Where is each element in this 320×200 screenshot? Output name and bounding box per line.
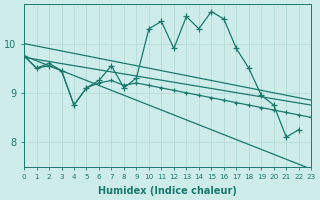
X-axis label: Humidex (Indice chaleur): Humidex (Indice chaleur)	[98, 186, 237, 196]
